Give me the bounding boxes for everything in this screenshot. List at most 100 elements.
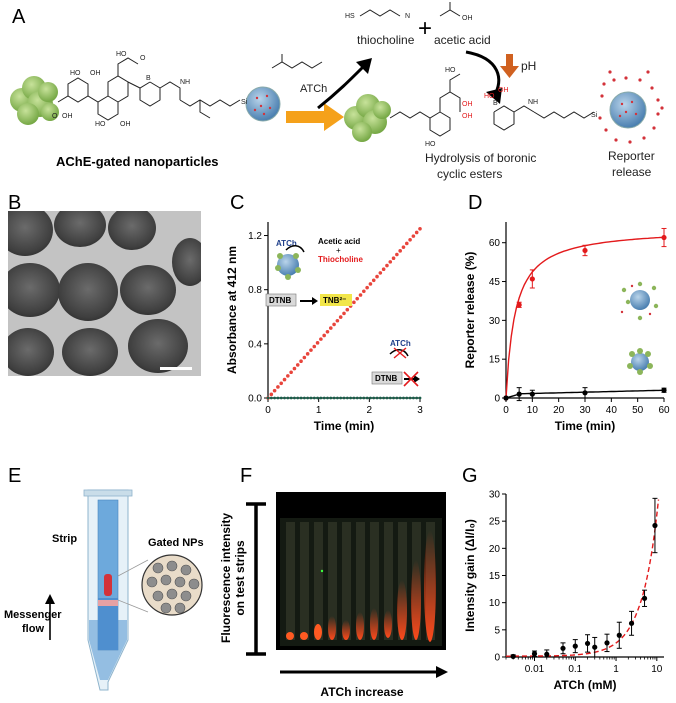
chart-d-y-tick-label: 60 — [489, 238, 501, 249]
messenger-flow-label-1: Messenger — [4, 609, 62, 621]
chart-d-point-series-1 — [516, 391, 522, 397]
chart-c-point-series-1 — [395, 396, 399, 400]
chart-c-point-series-1 — [349, 396, 353, 400]
chart-c-point-series-1 — [319, 396, 323, 400]
chart-c-point-series-1 — [415, 396, 419, 400]
chart-c-y-tick-label: 0.8 — [248, 285, 262, 296]
chart-c-point-series-1 — [405, 396, 409, 400]
chart-c-point-series-1 — [312, 396, 316, 400]
chart-c-point-series-0 — [319, 337, 323, 341]
chart-c-point-series-0 — [279, 381, 284, 386]
chart-g-y-axis-label: Intensity gain (ΔI/I₀) — [463, 519, 477, 632]
chart-c-point-series-0 — [302, 355, 307, 360]
chart-c-point-series-1 — [408, 396, 412, 400]
chart-g-point — [544, 651, 550, 657]
chart-c-point-series-0 — [289, 370, 293, 375]
inset-plus: + — [336, 246, 341, 255]
gated-np-icon — [627, 348, 653, 375]
chart-c-point-series-1 — [375, 396, 379, 400]
chart-c-x-axis-label: Time (min) — [314, 419, 374, 433]
chart-c-point-series-0 — [408, 238, 412, 242]
chart-d-point-series-1 — [582, 390, 588, 396]
chart-c-y-tick-label: 0.0 — [248, 394, 262, 405]
nanoparticle-icon — [245, 86, 281, 122]
chart-c-point-series-0 — [398, 249, 402, 253]
svg-text:HO: HO — [425, 141, 436, 148]
chart-c-point-series-0 — [282, 377, 287, 382]
chart-d-point-series-0 — [516, 302, 522, 308]
chart-c-point-series-0 — [401, 245, 406, 249]
chart-c-point-series-1 — [365, 396, 369, 400]
chart-d-point-series-1 — [529, 391, 535, 397]
chart-g-point — [641, 595, 648, 601]
chart-d-line-series-1 — [505, 389, 665, 399]
chart-c-point-series-1 — [269, 396, 273, 400]
inset-thiocholine-label: Thiocholine — [318, 255, 363, 264]
chart-c-point-series-0 — [332, 322, 336, 327]
gated-nanoparticles-label: AChE-gated nanoparticles — [56, 154, 219, 169]
chart-g-y-tick-label: 0 — [494, 653, 500, 664]
chart-c-point-series-1 — [322, 396, 326, 400]
chart-d-point-series-0 — [661, 234, 667, 241]
chart-c-point-series-1 — [335, 396, 339, 400]
chart-c-y-axis-label: Absorbance at 412 nm — [225, 246, 239, 374]
curved-arrow-right-icon — [465, 50, 501, 97]
chart-g-point — [652, 522, 658, 529]
chart-c-point-series-1 — [385, 396, 389, 400]
chart-c-x-tick-label: 1 — [316, 405, 322, 416]
chart-c-point-series-1 — [279, 396, 283, 400]
chart-c-point-series-1 — [392, 396, 395, 400]
chart-g-point — [628, 620, 635, 626]
chart-d-point-series-0 — [582, 247, 588, 254]
chart-c-point-series-1 — [402, 396, 405, 400]
chart-d-point-series-0 — [503, 395, 509, 401]
svg-text:HO: HO — [484, 93, 495, 100]
svg-text:B: B — [146, 75, 151, 82]
hydrolysis-label-line1: Hydrolysis of boronic — [425, 151, 536, 165]
chart-g-y-tick-label: 5 — [494, 625, 500, 636]
chart-c-point-series-0 — [322, 333, 326, 338]
f-ylabel-1: Fluorescence intensity — [219, 513, 233, 643]
chart-c-point-series-0 — [338, 315, 343, 319]
enzyme-icon — [10, 76, 59, 125]
chart-c-point-series-0 — [358, 293, 363, 297]
chart-c-point-series-1 — [339, 396, 343, 400]
chart-c-point-series-1 — [289, 396, 293, 400]
chart-c-point-series-1 — [359, 396, 362, 400]
chart-c-point-series-0 — [315, 341, 320, 345]
chart-d-line-series-0 — [505, 236, 665, 399]
chart-c-point-series-1 — [299, 396, 303, 400]
inset-nanoparticle-icon — [275, 253, 301, 280]
chart-c-point-series-0 — [269, 392, 274, 397]
svg-text:B: B — [493, 100, 498, 107]
chart-c-point-series-1 — [342, 396, 346, 400]
panel-a-scheme: HO OH HOO HO OH O OH B NH Si ATCh HS N OH t… — [10, 2, 664, 181]
chart-c-point-series-0 — [418, 226, 422, 231]
chart-g-x-tick-label: 0.01 — [525, 664, 545, 675]
chart-d-y-axis-label: Reporter release (%) — [463, 252, 477, 369]
plus-sign: + — [418, 15, 432, 42]
chart-c-point-series-1 — [369, 396, 372, 400]
chart-c-point-series-0 — [368, 282, 373, 286]
chart-g-y-tick-label: 10 — [489, 598, 501, 609]
chart-c-point-series-0 — [378, 271, 383, 275]
chart-c-point-series-1 — [378, 396, 382, 400]
chart-c-point-series-1 — [309, 396, 313, 400]
f-xlabel: ATCh increase — [320, 685, 403, 699]
reporter-label-line1: Reporter — [608, 149, 655, 163]
chart-c-point-series-0 — [411, 234, 416, 238]
panel-letter-g: G — [462, 465, 478, 487]
ph-arrow-icon — [506, 54, 513, 66]
chart-c-point-series-1 — [352, 396, 356, 400]
chart-c-point-series-0 — [272, 388, 277, 393]
svg-text:OH: OH — [120, 121, 131, 128]
svg-text:OH: OH — [62, 113, 73, 120]
chart-c-point-series-1 — [345, 396, 349, 400]
chart-c-point-series-0 — [371, 278, 376, 283]
chart-c-point-series-0 — [391, 256, 396, 261]
chart-c-point-series-1 — [329, 396, 333, 400]
f-ylabel-2: on test strips — [233, 540, 247, 616]
chart-d-x-axis-label: Time (min) — [555, 419, 615, 433]
chart-g-point — [584, 640, 591, 647]
inset-arrow-icon — [300, 297, 318, 305]
